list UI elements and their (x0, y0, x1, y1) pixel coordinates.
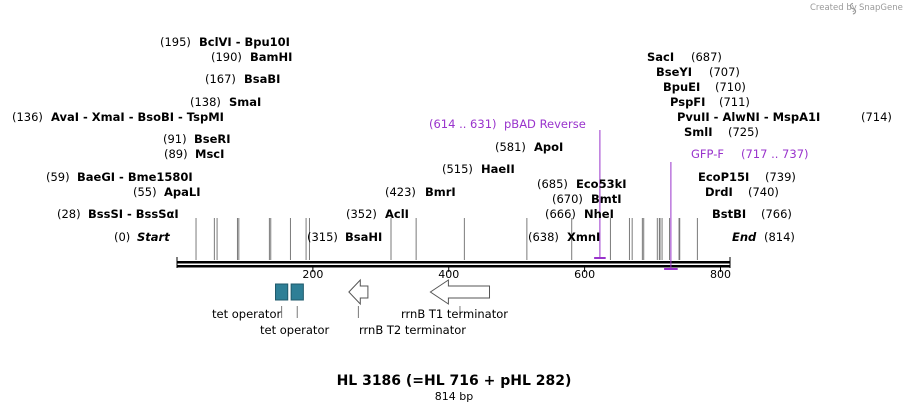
feature-label-rrnb-t1: rrnB T1 terminator (401, 307, 508, 321)
site-label-xmni: XmnI (567, 230, 600, 244)
site-position: (710) (715, 80, 746, 94)
site-label-acli: AclI (385, 207, 409, 221)
site-label-bseyi: BseYI (656, 65, 692, 79)
site-label-bstbi: BstBI (712, 207, 746, 221)
terminator-arrow (348, 278, 369, 306)
feature-label-tet-operator: tet operator (212, 307, 281, 321)
feature-track (275, 130, 678, 318)
credit-brand: SnapGene (859, 3, 903, 13)
site-position: (766) (761, 207, 792, 221)
site-position: (55) (133, 185, 157, 199)
site-position: (638) (528, 230, 559, 244)
site-label-haeii: HaeII (481, 162, 515, 176)
site-position: (581) (495, 140, 526, 154)
site-label-baegi-bme1580i: BaeGI - Bme1580I (77, 170, 193, 184)
tet-operator-box (290, 283, 304, 301)
site-position: (739) (765, 170, 796, 184)
map-length: 814 bp (435, 390, 473, 403)
site-position: (190) (211, 50, 242, 64)
site-position: (28) (57, 207, 81, 221)
ruler-tick-label: 600 (574, 268, 595, 281)
site-position: (687) (691, 50, 722, 64)
start-label: Start (137, 230, 170, 244)
end-position: (814) (764, 230, 795, 244)
site-label-bsahi: BsaHI (345, 230, 382, 244)
site-position: (740) (748, 185, 779, 199)
site-label-bmti: BmtI (591, 192, 622, 206)
primer-label-gfp-f: GFP-F (691, 147, 724, 161)
site-label-saci: SacI (647, 50, 674, 64)
site-leader-lines (195, 218, 698, 260)
ruler-tick-label: 400 (438, 268, 459, 281)
credit-prefix: Created by (810, 3, 857, 13)
site-position: (167) (205, 72, 236, 86)
site-position: (59) (46, 170, 70, 184)
terminator-arrow (429, 279, 491, 305)
site-position: (138) (190, 95, 221, 109)
site-label-nhei: NheI (584, 207, 614, 221)
site-label-apoi: ApoI (534, 140, 563, 154)
site-position: (685) (537, 177, 568, 191)
site-position: (725) (728, 125, 759, 139)
site-position: (195) (160, 35, 191, 49)
site-label-avai-group: AvaI - XmaI - BsoBI - TspMI (51, 110, 224, 124)
site-position: (423) (385, 185, 416, 199)
site-label-bsabi: BsaBI (244, 72, 280, 86)
snapgene-logo-icon (849, 2, 857, 15)
site-label-bseri: BseRI (194, 132, 231, 146)
site-label-bpuei: BpuEI (663, 80, 700, 94)
site-label-smai: SmaI (229, 95, 261, 109)
site-label-bsssi: BssSI - BssSαI (88, 207, 179, 221)
site-label-bmri: BmrI (425, 185, 456, 199)
sequence-backbone (177, 261, 730, 268)
primer-range: (614 .. 631) (429, 117, 497, 131)
ruler-tick-label: 200 (302, 268, 323, 281)
site-label-eco53ki: Eco53kI (576, 177, 627, 191)
site-position: (711) (719, 95, 750, 109)
end-label: End (732, 230, 757, 244)
ruler-ticks: 200 400 600 800 (302, 267, 731, 281)
site-position: (714) (861, 110, 892, 124)
map-title: HL 3186 (=HL 716 + pHL 282) (337, 373, 572, 389)
site-label-pspfi: PspFI (670, 95, 705, 109)
feature-label-tet-operator: tet operator (260, 323, 329, 337)
site-position: (352) (346, 207, 377, 221)
site-label-pvuii-group: PvuII - AlwNI - MspA1I (677, 110, 820, 124)
ruler-tick-label: 800 (710, 268, 731, 281)
site-position: (666) (545, 207, 576, 221)
primer-range: (717 .. 737) (741, 147, 809, 161)
site-position: (91) (163, 132, 187, 146)
site-position: (315) (307, 230, 338, 244)
site-label-apali: ApaLI (164, 185, 201, 199)
feature-label-rrnb-t2: rrnB T2 terminator (359, 323, 466, 337)
site-label-smli: SmlI (684, 125, 713, 139)
site-label-bclvi-bpu10i: BclVI - Bpu10I (199, 35, 290, 49)
site-position: (89) (164, 147, 188, 161)
site-label-ecop15i: EcoP15I (698, 170, 749, 184)
site-label-bamhi: BamHI (250, 50, 292, 64)
start-position: (0) (114, 230, 130, 244)
tet-operator-box (275, 283, 289, 301)
site-position: (670) (552, 192, 583, 206)
site-label-msci: MscI (195, 147, 224, 161)
site-position: (707) (709, 65, 740, 79)
site-label-drdi: DrdI (705, 185, 733, 199)
site-position: (515) (442, 162, 473, 176)
site-position: (136) (12, 110, 43, 124)
primer-label-pbad-reverse: pBAD Reverse (504, 117, 586, 131)
